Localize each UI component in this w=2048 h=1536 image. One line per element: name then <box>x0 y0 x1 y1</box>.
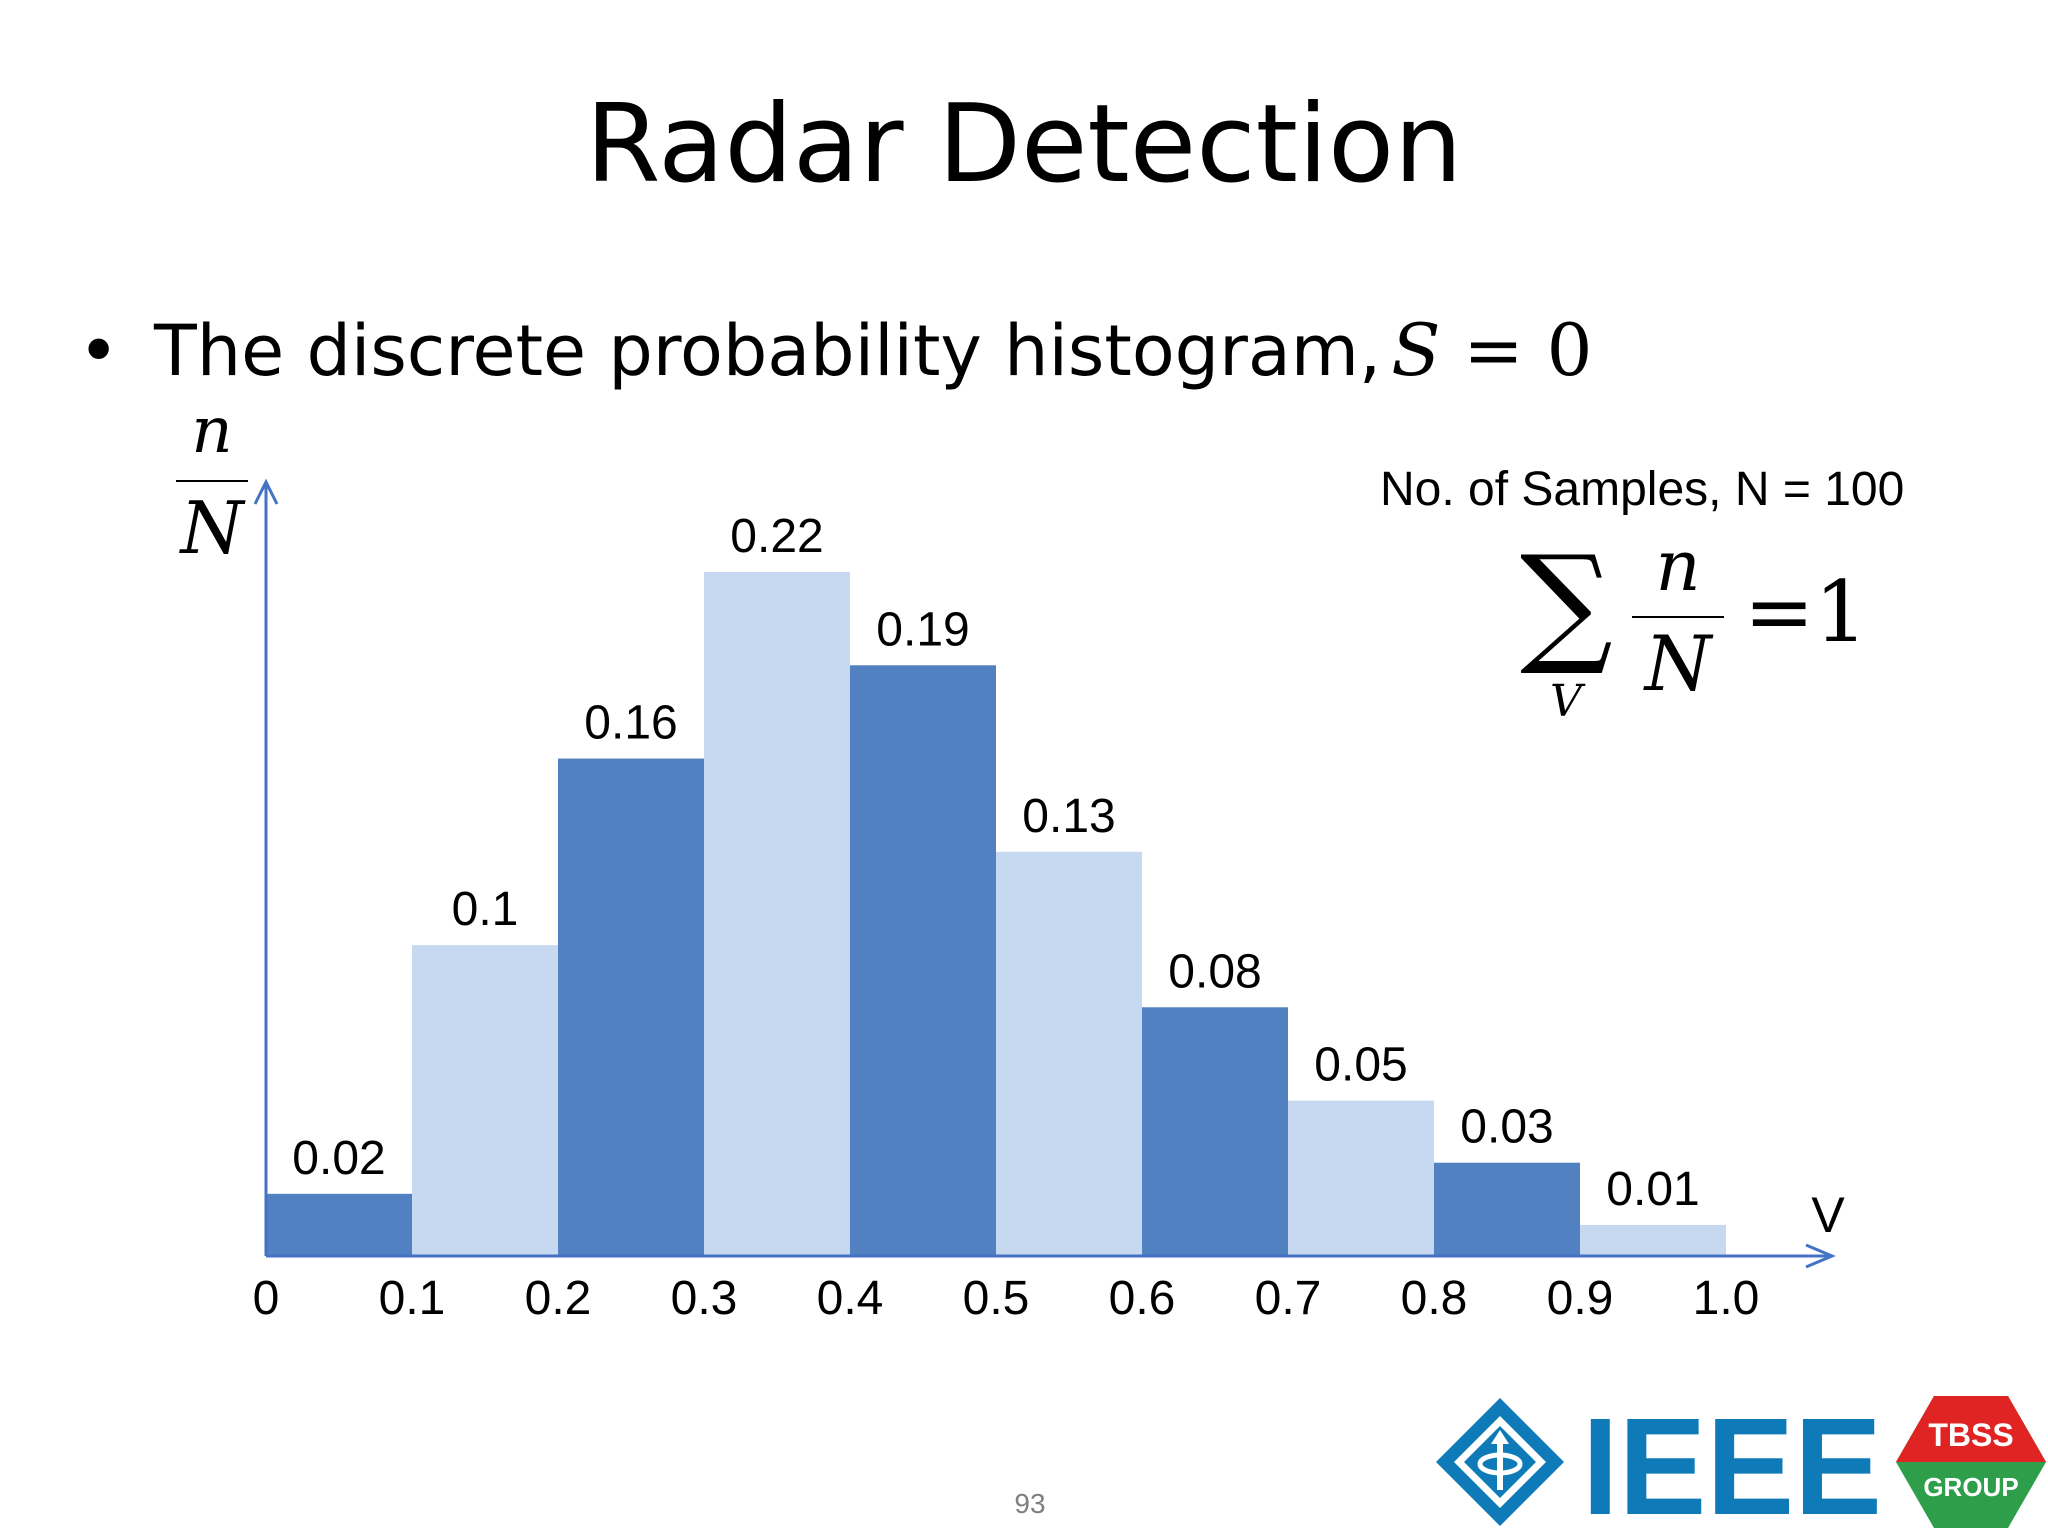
sigma-subscript: V <box>1550 676 1582 727</box>
histogram-bar <box>558 758 704 1256</box>
bar-value-label: 0.08 <box>1168 945 1261 998</box>
x-tick-label: 0.3 <box>671 1272 738 1325</box>
histogram-bar <box>412 945 558 1256</box>
sum-equals: =1 <box>1744 563 1868 661</box>
x-tick-label: 0.2 <box>525 1272 592 1325</box>
slide-title: Radar Detection <box>585 82 1463 207</box>
x-tick-label: 0.1 <box>379 1272 446 1325</box>
histogram-bar <box>1580 1224 1726 1256</box>
bar-value-label: 0.01 <box>1606 1163 1699 1216</box>
bar-value-label: 0.13 <box>1022 790 1115 843</box>
y-axis-arrow-icon <box>253 478 279 505</box>
bar-value-label: 0.16 <box>584 697 677 750</box>
histogram-bar <box>1434 1162 1580 1256</box>
bar-value-label: 0.02 <box>292 1132 385 1185</box>
fraction-bar <box>176 480 248 482</box>
y-axis-label: n N <box>172 396 252 566</box>
fraction-bar <box>1632 616 1724 618</box>
sum-formula: ∑ V n N =1 <box>1520 527 1868 728</box>
ieee-logo: IEEE <box>1436 1392 1882 1532</box>
histogram-bar <box>996 851 1142 1256</box>
x-tick-label: 0.5 <box>963 1272 1030 1325</box>
bar-value-label: 0.03 <box>1460 1101 1553 1154</box>
x-tick-label: 1.0 <box>1693 1272 1760 1325</box>
bullet-item: • The discrete probability histogram, S = … <box>78 305 1592 395</box>
samples-note: No. of Samples, N = 100 <box>1380 463 1905 516</box>
histogram-bar <box>1288 1100 1434 1256</box>
sum-fraction: n N <box>1628 528 1728 706</box>
bullet-dot-icon: • <box>78 310 120 392</box>
tbss-logo-text: TBSS <box>1928 1417 2013 1453</box>
ieee-wordmark: IEEE <box>1582 1392 1882 1532</box>
histogram-bar <box>850 665 996 1256</box>
x-tick-label: 0 <box>253 1272 280 1325</box>
bullet-text: The discrete probability histogram, <box>154 310 1382 392</box>
bar-value-label: 0.19 <box>876 603 969 656</box>
bullet-math-value: = 0 <box>1440 308 1593 392</box>
bar-value-label: 0.05 <box>1314 1039 1407 1092</box>
bar-value-label: 0.1 <box>452 883 519 936</box>
tbss-logo-subtext: GROUP <box>1923 1472 2018 1502</box>
sum-fraction-denominator: N <box>1644 619 1712 708</box>
sigma-symbol: ∑ <box>1520 527 1613 679</box>
histogram-bar <box>266 1193 412 1256</box>
x-tick-label: 0.6 <box>1109 1272 1176 1325</box>
x-tick-label: 0.9 <box>1547 1272 1614 1325</box>
y-axis-label-numerator: n <box>191 394 233 468</box>
tbss-logo: TBSS GROUP <box>1896 1396 2046 1528</box>
bullet-math: S = 0 <box>1391 308 1592 392</box>
page-number: 93 <box>1014 1488 1046 1519</box>
x-axis-arrow-icon <box>1805 1243 1836 1269</box>
x-axis-label: V <box>1811 1187 1845 1243</box>
y-axis-label-denominator: N <box>180 486 244 570</box>
x-tick-label: 0.8 <box>1401 1272 1468 1325</box>
x-tick-label: 0.4 <box>817 1272 884 1325</box>
bullet-math-variable: S <box>1391 308 1441 392</box>
sum-fraction-numerator: n <box>1655 525 1701 607</box>
bar-value-label: 0.22 <box>730 510 823 563</box>
histogram-bar <box>1142 1007 1288 1256</box>
histogram-bar <box>704 572 850 1256</box>
x-tick-label: 0.7 <box>1255 1272 1322 1325</box>
